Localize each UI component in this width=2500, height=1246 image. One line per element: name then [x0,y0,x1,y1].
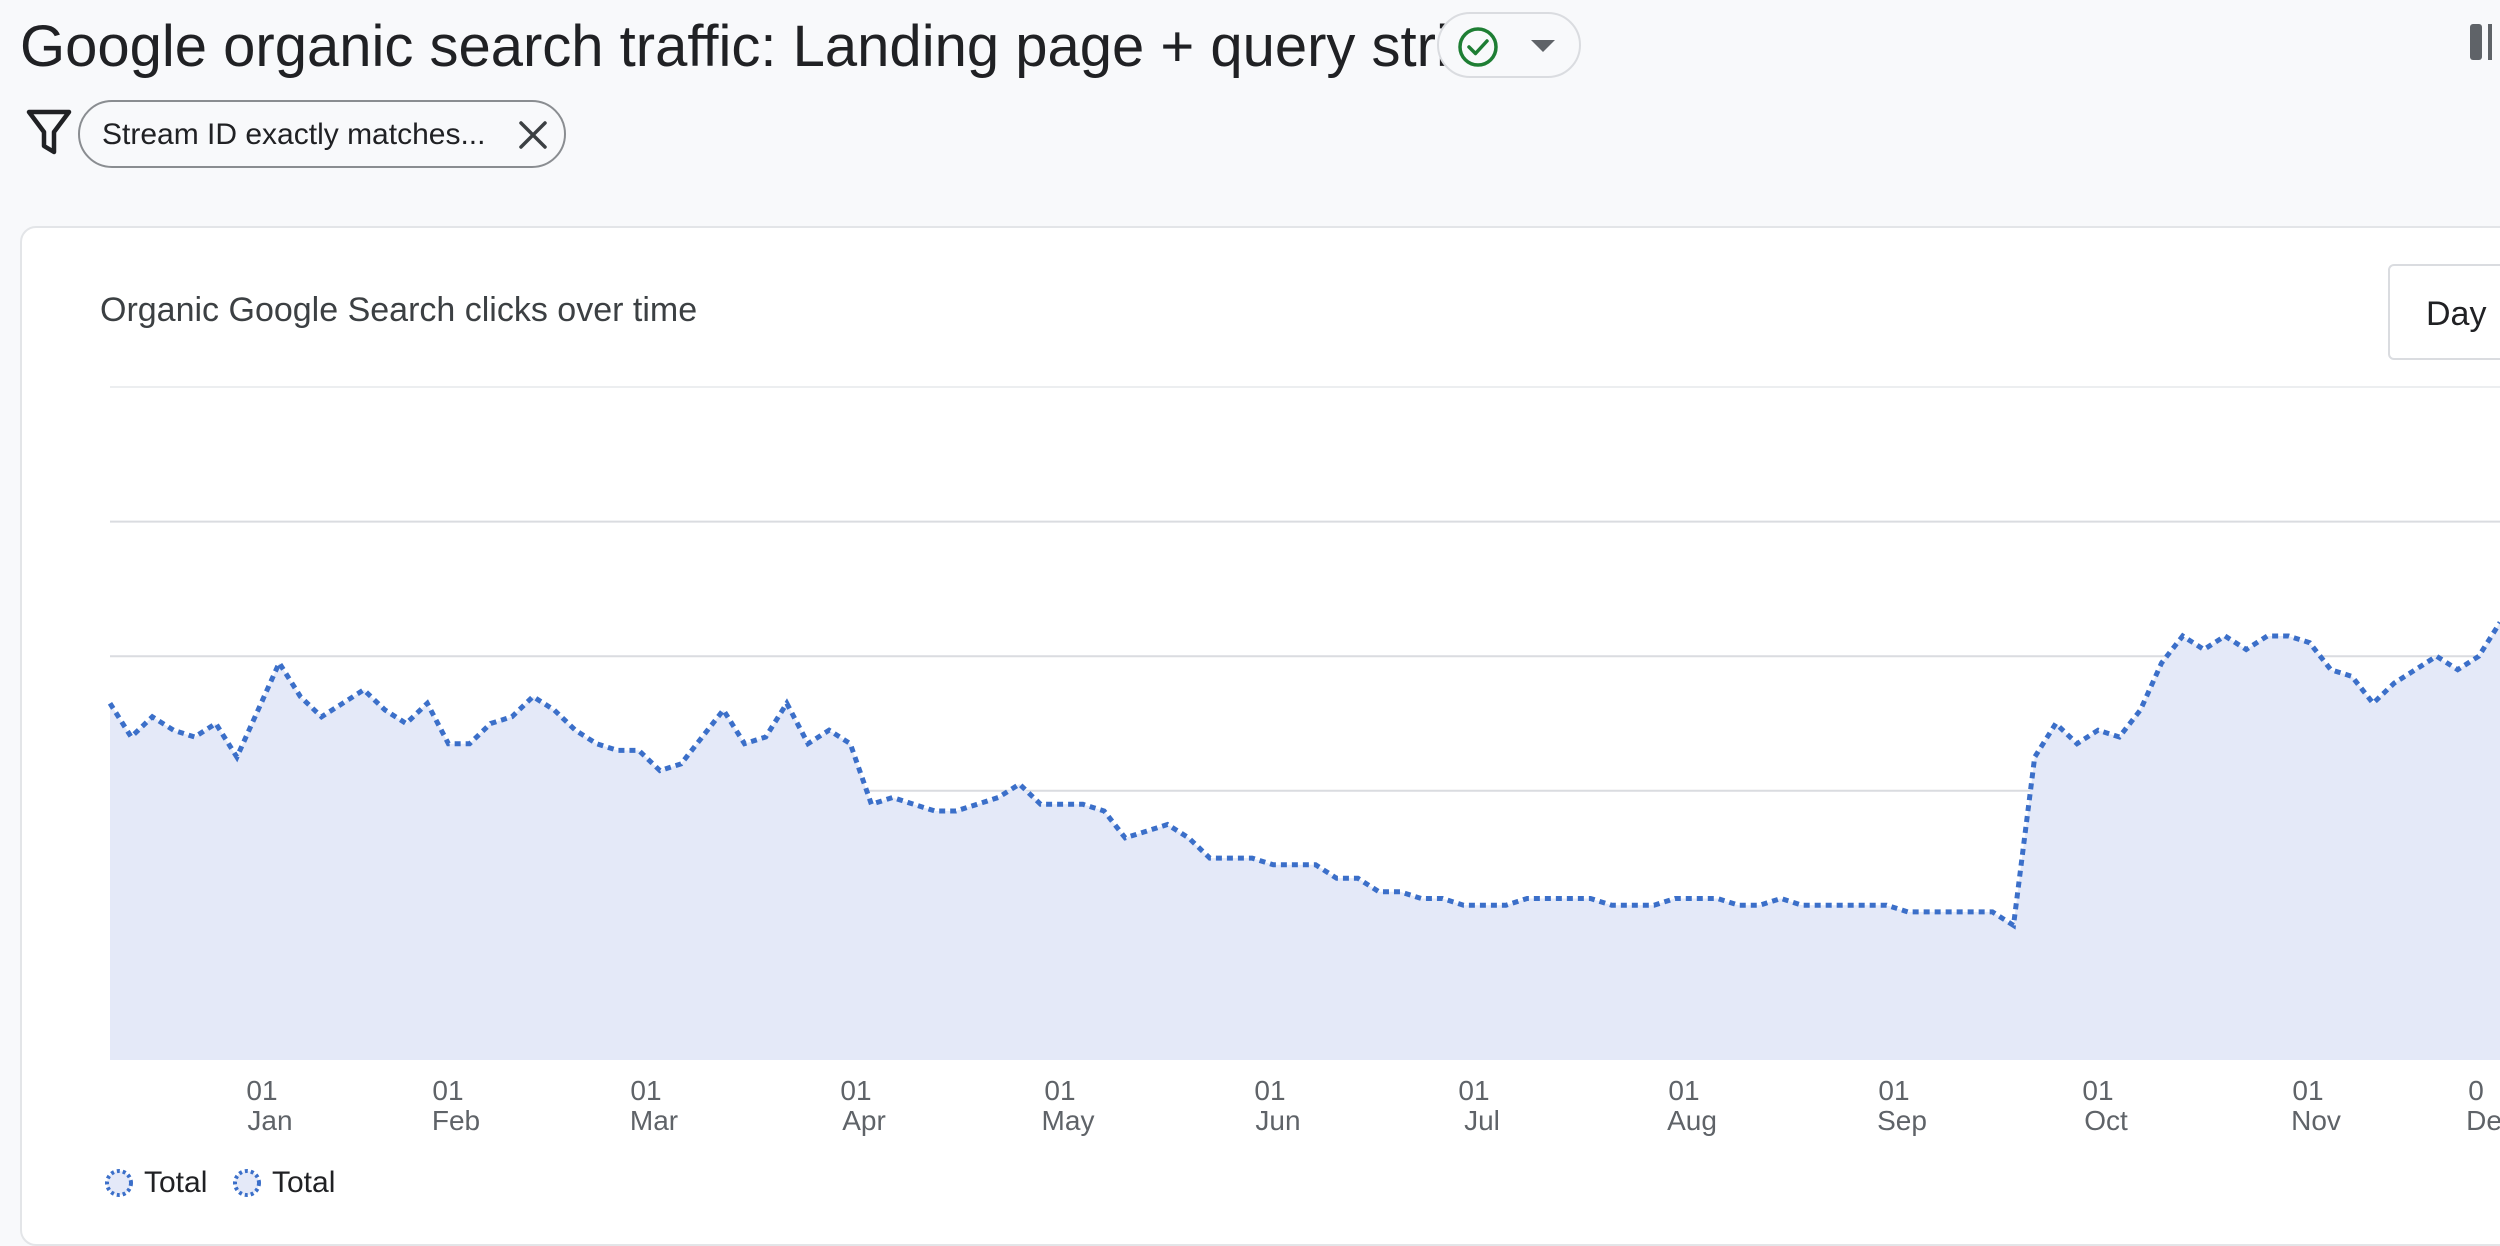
x-tick-day: 01 [2292,1075,2323,1106]
x-tick-month: Jun [1255,1105,1300,1136]
x-tick-day: 01 [246,1075,277,1106]
x-tick-day: 01 [1668,1075,1699,1106]
legend-swatch-icon [104,1168,134,1198]
x-tick-month: Feb [432,1105,480,1136]
x-tick-month: Nov [2291,1105,2341,1136]
legend-swatch-icon [232,1168,262,1198]
x-tick-day: 01 [1878,1075,1909,1106]
x-tick-month: Jan [247,1105,292,1136]
x-tick-month: Aug [1667,1105,1717,1136]
x-tick-day: 01 [1254,1075,1285,1106]
x-tick-month: Oct [2084,1105,2128,1136]
x-tick-month: Mar [630,1105,678,1136]
x-tick-month: Sep [1877,1105,1927,1136]
x-tick-day: 0 [2468,1075,2484,1106]
x-tick-day: 01 [630,1075,661,1106]
legend-label: Total [144,1166,207,1200]
x-tick-month: Apr [842,1105,886,1136]
x-tick-day: 01 [2082,1075,2113,1106]
x-tick-month: De [2466,1105,2500,1136]
x-tick-month: Jul [1464,1105,1500,1136]
x-tick-month: May [1042,1105,1095,1136]
x-axis-ticks: 01Jan01Feb01Mar01Apr01May01Jun01Jul01Aug… [246,1075,2500,1136]
series-area-total [110,623,2500,1061]
legend-label: Total [272,1166,335,1200]
x-tick-day: 01 [432,1075,463,1106]
x-tick-day: 01 [1044,1075,1075,1106]
x-tick-day: 01 [1458,1075,1489,1106]
x-tick-day: 01 [840,1075,871,1106]
